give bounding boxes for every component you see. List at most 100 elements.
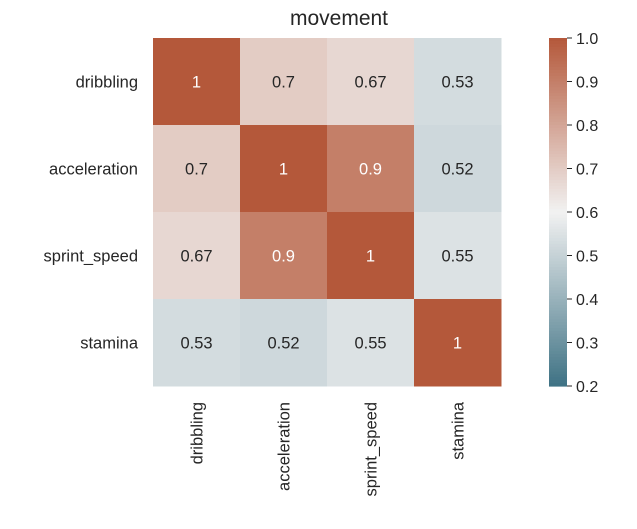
colorbar-segment [549, 322, 567, 326]
colorbar-segment [549, 249, 567, 254]
colorbar-segment [549, 313, 567, 317]
colorbar-segment [549, 101, 567, 106]
colorbar-segment [549, 55, 567, 59]
colorbar-segment [549, 43, 567, 48]
colorbar-segment [549, 243, 567, 248]
colorbar-segment [549, 154, 567, 158]
colorbar-segment [549, 122, 567, 126]
colorbar-segment [549, 183, 567, 187]
row-label-acceleration: acceleration [49, 161, 138, 179]
colorbar-segment [549, 96, 567, 100]
colorbar-segment [549, 171, 567, 175]
colorbar-segment [549, 75, 567, 80]
colorbar-segment [549, 180, 567, 184]
heatmap-cell-dribbling-sprint-speed [327, 38, 415, 126]
colorbar-segment [549, 67, 567, 71]
colorbar-segment [549, 113, 567, 117]
colorbar-segment [549, 78, 567, 83]
colorbar-segment [549, 342, 567, 346]
colorbar-segment [549, 64, 567, 68]
cell-value-label: 1 [279, 161, 288, 179]
colorbar-segment [549, 168, 567, 172]
colorbar-segment [549, 264, 567, 268]
colorbar-segment [549, 380, 567, 384]
heatmap-cell-dribbling-dribbling [153, 38, 241, 126]
colorbar-segment [549, 235, 567, 239]
colorbar-segment [549, 130, 567, 135]
colorbar-segment [549, 345, 567, 349]
cell-value-label: 1 [366, 248, 375, 266]
colorbar-segment [549, 69, 567, 74]
colorbar-segment [549, 52, 567, 56]
colorbar-segment [549, 107, 567, 112]
colorbar-segment [549, 226, 567, 230]
colorbar-segment [549, 359, 567, 364]
heatmap-cell-stamina-acceleration [240, 299, 328, 387]
colorbar-segment [549, 319, 567, 323]
colorbar-segment [549, 238, 567, 242]
cell-value-label: 0.67 [180, 248, 212, 266]
colorbar-segment [549, 377, 567, 381]
heatmap-cell-dribbling-stamina [414, 38, 502, 126]
colorbar-segment [549, 191, 567, 196]
colorbar-segment [549, 133, 567, 138]
colorbar-segment [549, 258, 567, 262]
colorbar-segment [549, 203, 567, 207]
colorbar-segment [549, 119, 567, 123]
colorbar-segment [549, 148, 567, 152]
colorbar-tick-label: 0.2 [576, 379, 598, 396]
cell-value-label: 0.53 [441, 74, 473, 92]
row-label-stamina: stamina [80, 335, 139, 353]
colorbar-segment [549, 38, 567, 42]
colorbar-segment [549, 159, 567, 164]
colorbar-segment [549, 127, 567, 132]
colorbar-segment [549, 267, 567, 271]
colorbar-segment [549, 151, 567, 155]
column-tick-labels: dribbling acceleration sprint_speed stamina [189, 401, 468, 496]
colorbar-segment [549, 209, 567, 213]
colorbar-tick-label: 0.8 [576, 118, 598, 135]
colorbar-segment [549, 339, 567, 344]
colorbar-segment [549, 371, 567, 375]
colorbar-segment [549, 275, 567, 280]
colorbar-segment [549, 296, 567, 300]
heatmap-value-labels: 1 0.7 0.67 0.53 0.7 1 0.9 0.52 0.67 0.9 1 0.55 0.53 0… [180, 74, 473, 353]
cell-value-label: 0.9 [359, 161, 382, 179]
colorbar-segment [549, 246, 567, 251]
colorbar-segment [549, 368, 567, 373]
colorbar-segment [549, 136, 567, 141]
colorbar-segment [549, 293, 567, 297]
cell-value-label: 0.9 [272, 248, 295, 266]
cell-value-label: 0.55 [441, 248, 473, 266]
colorbar-segment [549, 365, 567, 370]
colorbar-tick-label: 0.6 [576, 205, 598, 222]
heatmap-cell-acceleration-stamina [414, 125, 502, 213]
colorbar-segment [549, 336, 567, 341]
colorbar-segment [549, 229, 567, 233]
colorbar-segment [549, 90, 567, 94]
colorbar: 0.2 0.3 0.4 0.5 0.6 0.7 0.8 0.9 1.0 [549, 31, 598, 396]
colorbar-segment [549, 206, 567, 210]
colorbar-segment [549, 177, 567, 181]
heatmap-cell-stamina-dribbling [153, 299, 241, 387]
colorbar-segment [549, 81, 567, 85]
col-label-stamina: stamina [450, 401, 468, 460]
colorbar-segment [549, 348, 567, 352]
cell-value-label: 1 [192, 74, 201, 92]
colorbar-segment [549, 232, 567, 236]
cell-value-label: 0.7 [272, 74, 295, 92]
heatmap-cell-sprint-speed-stamina [414, 212, 502, 300]
colorbar-segment [549, 241, 567, 245]
colorbar-segment [549, 125, 567, 129]
colorbar-segment [549, 49, 567, 54]
colorbar-tick-label: 0.5 [576, 249, 598, 266]
colorbar-segment [549, 197, 567, 201]
colorbar-segment [549, 162, 567, 167]
colorbar-segment [549, 110, 567, 114]
colorbar-segment [549, 220, 567, 225]
colorbar-segment [549, 116, 567, 120]
cell-value-label: 1 [453, 335, 462, 353]
colorbar-segment [549, 284, 567, 288]
row-label-sprint-speed: sprint_speed [44, 248, 138, 266]
